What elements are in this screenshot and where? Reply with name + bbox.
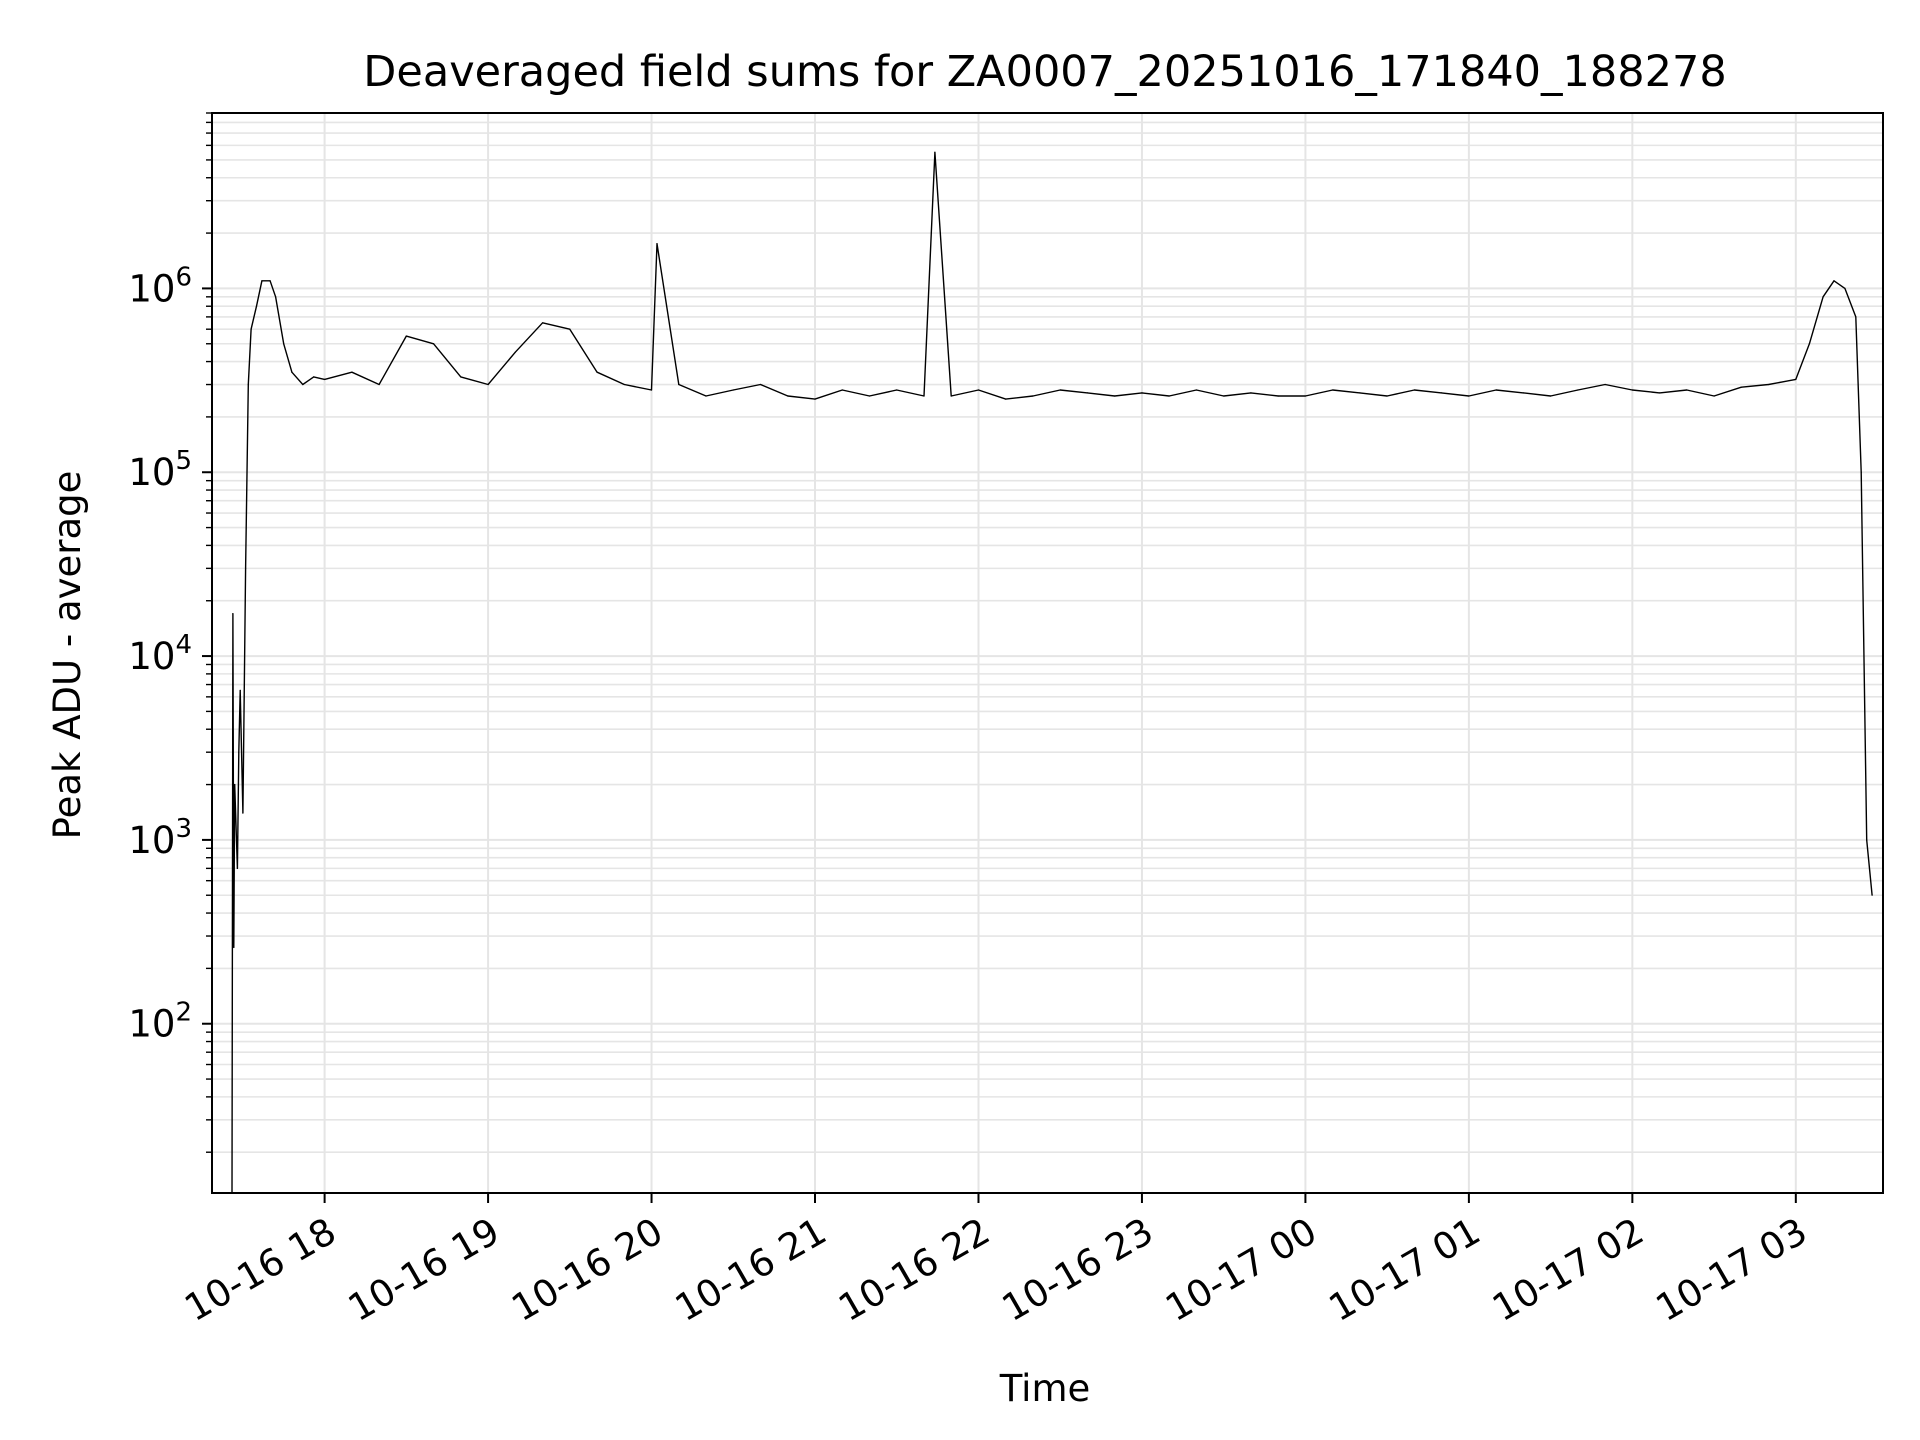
data-point xyxy=(242,812,244,814)
data-point xyxy=(255,305,258,307)
data-point xyxy=(245,567,247,570)
plot-data xyxy=(231,151,1873,1194)
data-point xyxy=(1168,395,1170,397)
data-point xyxy=(1059,389,1061,391)
grid xyxy=(212,112,1883,1193)
data-point xyxy=(1086,392,1089,394)
data-point xyxy=(1740,386,1742,388)
data-point xyxy=(1386,395,1388,397)
data-point xyxy=(1141,392,1143,394)
data-point xyxy=(1250,392,1252,394)
data-point xyxy=(283,343,285,345)
data-point xyxy=(705,395,707,397)
data-point xyxy=(656,243,658,245)
data-point xyxy=(433,343,435,345)
data-point xyxy=(596,371,598,373)
data-point xyxy=(1332,389,1334,391)
data-point xyxy=(1223,395,1225,397)
data-point xyxy=(569,328,571,330)
data-point xyxy=(542,322,544,324)
series-line xyxy=(231,151,1873,1194)
data-point xyxy=(1768,383,1770,386)
data-point xyxy=(1822,296,1824,298)
data-point xyxy=(896,389,898,391)
data-point xyxy=(405,335,407,337)
data-point xyxy=(378,383,380,386)
data-point xyxy=(814,398,816,400)
data-point xyxy=(234,784,236,786)
y-axis-label: Peak ADU - average xyxy=(46,471,89,840)
data-point xyxy=(1413,389,1415,391)
data-point xyxy=(623,383,625,386)
data-point xyxy=(977,389,980,391)
data-point xyxy=(247,383,249,386)
data-point xyxy=(923,395,925,397)
data-point xyxy=(460,376,462,378)
data-point xyxy=(233,946,235,949)
data-point xyxy=(1441,392,1443,394)
data-point xyxy=(239,689,241,692)
data-point xyxy=(950,395,952,397)
data-point xyxy=(1686,389,1688,391)
data-point xyxy=(1195,389,1197,391)
data-point xyxy=(1495,389,1497,391)
data-point xyxy=(841,389,843,391)
data-point xyxy=(1522,392,1524,394)
data-point xyxy=(291,371,293,373)
data-point xyxy=(487,383,489,386)
x-axis-label: Time xyxy=(999,1367,1091,1410)
data-point xyxy=(1468,395,1470,397)
y-tick-label: 103 xyxy=(128,814,192,862)
data-point xyxy=(1114,395,1116,397)
data-point xyxy=(351,371,353,373)
data-point xyxy=(1855,316,1857,318)
data-point xyxy=(324,378,326,380)
data-point xyxy=(678,383,680,386)
data-point xyxy=(1860,471,1862,473)
data-point xyxy=(313,376,315,378)
data-point xyxy=(732,389,734,391)
data-point xyxy=(1577,389,1579,391)
data-point xyxy=(1631,389,1633,391)
data-point xyxy=(514,351,516,353)
data-point xyxy=(1713,395,1715,397)
data-point xyxy=(759,383,762,386)
data-point xyxy=(302,383,304,386)
y-tick-label: 106 xyxy=(128,262,192,310)
data-point xyxy=(236,867,238,870)
data-point xyxy=(1808,343,1810,345)
data-point xyxy=(1604,383,1606,386)
data-point xyxy=(934,151,936,153)
data-point xyxy=(1005,398,1007,400)
data-point xyxy=(650,389,653,391)
y-tick-label: 102 xyxy=(128,998,192,1046)
y-tick-label: 104 xyxy=(128,630,192,678)
data-point xyxy=(1277,395,1279,397)
data-point xyxy=(1871,894,1873,896)
plot-frame xyxy=(211,112,1884,1194)
data-point xyxy=(1304,395,1306,397)
data-point xyxy=(1866,839,1868,841)
data-point xyxy=(1359,392,1361,394)
y-tick-label: 105 xyxy=(128,446,192,494)
data-point xyxy=(275,296,277,298)
data-point xyxy=(250,328,252,330)
data-point xyxy=(1550,395,1552,397)
data-point xyxy=(1659,392,1661,394)
data-point xyxy=(868,395,871,397)
data-point xyxy=(238,751,240,753)
data-point xyxy=(232,613,234,615)
data-point xyxy=(269,280,271,282)
data-point xyxy=(1844,287,1846,289)
data-point xyxy=(1833,280,1835,282)
data-point xyxy=(1795,378,1797,380)
data-point xyxy=(261,280,263,282)
data-point xyxy=(1032,395,1034,397)
chart-title: Deaveraged field sums for ZA0007_2025101… xyxy=(363,47,1726,97)
data-point xyxy=(787,395,789,397)
